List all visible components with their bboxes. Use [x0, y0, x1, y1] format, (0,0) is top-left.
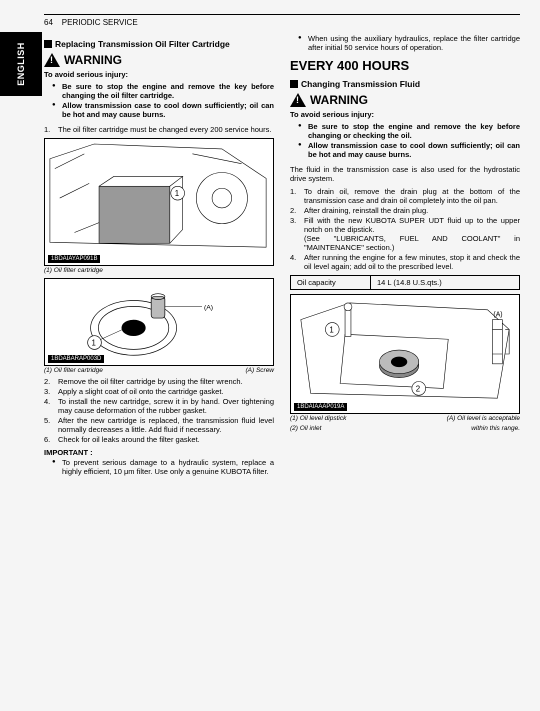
header-rule [44, 14, 520, 15]
section-name: PERIODIC SERVICE [62, 18, 138, 27]
language-tab-label: ENGLISH [16, 42, 26, 86]
section-title-change-fluid: Changing Transmission Fluid [290, 79, 520, 89]
svg-text:1: 1 [92, 338, 96, 347]
caption-text: within this range. [457, 425, 520, 432]
step-item: 1.The oil filter cartridge must be chang… [44, 125, 274, 134]
figure-3-caption-row2: (2) Oil inlet within this range. [290, 425, 520, 432]
step-item: 3.Fill with the new KUBOTA SUPER UDT flu… [290, 216, 520, 252]
title-text: Changing Transmission Fluid [301, 79, 420, 89]
caption-text: (A) Screw [245, 367, 274, 374]
svg-text:(A): (A) [493, 312, 502, 319]
svg-text:1: 1 [175, 189, 179, 198]
step-item: 6.Check for oil leaks around the filter … [44, 435, 274, 444]
warning-triangle-icon [290, 93, 306, 107]
caption-text: (1) Oil filter cartridge [44, 267, 274, 274]
step-item: 2.After draining, reinstall the drain pl… [290, 206, 520, 215]
page-header: 64 PERIODIC SERVICE [44, 18, 520, 27]
caption-text: (A) Oil level is acceptable [447, 415, 520, 422]
top-bullet-list: When using the auxiliary hydraulics, rep… [290, 34, 520, 52]
step-item: 5.After the new cartridge is replaced, t… [44, 416, 274, 434]
warning-bullets: Be sure to stop the engine and remove th… [44, 82, 274, 119]
warning-header: WARNING [44, 53, 274, 67]
warn-bullet: Be sure to stop the engine and remove th… [298, 122, 520, 140]
warning-label: WARNING [310, 93, 368, 107]
square-bullet-icon [290, 80, 298, 88]
figure-1-caption: (1) Oil filter cartridge [44, 267, 274, 274]
steps-list-2: 2.Remove the oil filter cartridge by usi… [44, 377, 274, 444]
table-header: Oil capacity [291, 276, 371, 289]
warning-bullets: Be sure to stop the engine and remove th… [290, 122, 520, 159]
svg-text:(A): (A) [204, 304, 213, 311]
warn-bullet: Allow transmission case to cool down suf… [298, 141, 520, 159]
warn-bullet: Allow transmission case to cool down suf… [52, 101, 274, 119]
caption-text: (1) Oil level dipstick [290, 415, 447, 422]
figure-1: 1 1BDAIAYAP091B [44, 138, 274, 266]
important-bullets: To prevent serious damage to a hydraulic… [44, 458, 274, 476]
warning-header: WARNING [290, 93, 520, 107]
oil-capacity-table: Oil capacity 14 L (14.8 U.S.qts.) [290, 275, 520, 290]
figure-3: 1 2 (A) 1BDAIAAAP019A [290, 294, 520, 414]
important-label: IMPORTANT : [44, 448, 274, 457]
step-item: 4.After running the engine for a few min… [290, 253, 520, 271]
warning-intro: To avoid serious injury: [290, 110, 520, 119]
page-number: 64 [44, 18, 53, 27]
warn-bullet: Be sure to stop the engine and remove th… [52, 82, 274, 100]
warning-triangle-icon [44, 53, 60, 67]
every-400-heading: EVERY 400 HOURS [290, 58, 520, 73]
figure-2-caption: (1) Oil filter cartridge (A) Screw [44, 367, 274, 374]
svg-text:2: 2 [416, 384, 420, 393]
figure-code: 1BDAIAAAP019A [294, 403, 347, 411]
section-title-replace-filter: Replacing Transmission Oil Filter Cartri… [44, 39, 274, 49]
fluid-note: The fluid in the transmission case is al… [290, 165, 520, 183]
left-column: Replacing Transmission Oil Filter Cartri… [44, 33, 274, 477]
svg-text:1: 1 [329, 325, 333, 334]
title-text: Replacing Transmission Oil Filter Cartri… [55, 39, 230, 49]
warning-label: WARNING [64, 53, 122, 67]
language-tab: ENGLISH [0, 32, 42, 96]
figure-2: (A) 1 1BDABARAP003D [44, 278, 274, 366]
step-item: 2.Remove the oil filter cartridge by usi… [44, 377, 274, 386]
step-item: 3.Apply a slight coat of oil onto the ca… [44, 387, 274, 396]
top-bullet: When using the auxiliary hydraulics, rep… [298, 34, 520, 52]
step-item: 4.To install the new cartridge, screw it… [44, 397, 274, 415]
right-column: When using the auxiliary hydraulics, rep… [290, 33, 520, 477]
figure-code: 1BDAIAYAP091B [48, 255, 100, 263]
warning-intro: To avoid serious injury: [44, 70, 274, 79]
step-item: 1.To drain oil, remove the drain plug at… [290, 187, 520, 205]
steps-list-1: 1.The oil filter cartridge must be chang… [44, 125, 274, 134]
figure-code: 1BDABARAP003D [48, 355, 104, 363]
figure-3-caption-row1: (1) Oil level dipstick (A) Oil level is … [290, 415, 520, 422]
square-bullet-icon [44, 40, 52, 48]
caption-text: (2) Oil inlet [290, 425, 457, 432]
caption-text: (1) Oil filter cartridge [44, 367, 245, 374]
important-text: To prevent serious damage to a hydraulic… [52, 458, 274, 476]
steps-list-right: 1.To drain oil, remove the drain plug at… [290, 187, 520, 271]
table-value: 14 L (14.8 U.S.qts.) [371, 276, 448, 289]
